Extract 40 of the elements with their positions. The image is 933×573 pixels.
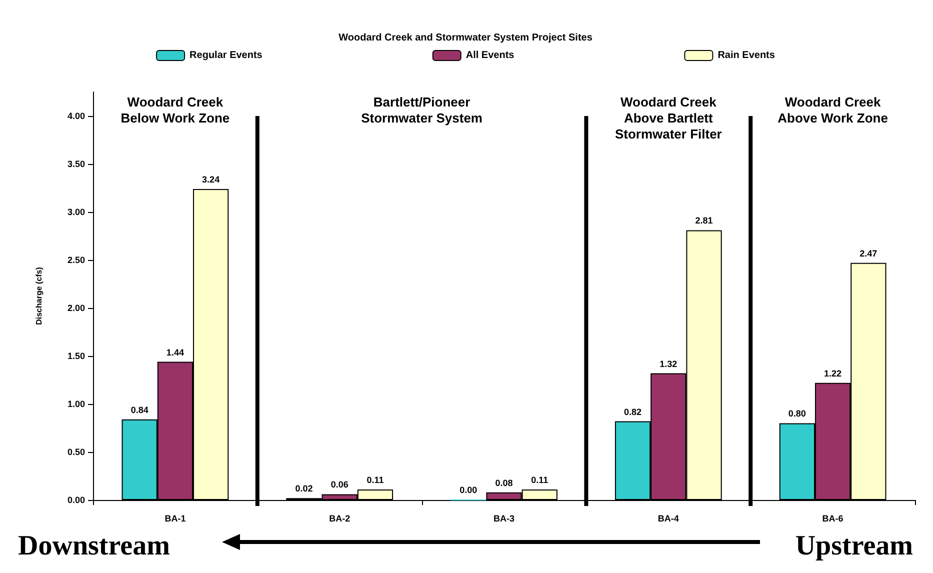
annotation: Woodard Creek Below Work Zone: [120, 94, 230, 126]
data-label: 2.47: [860, 248, 878, 258]
data-label: 0.02: [295, 484, 313, 494]
y-tick-label: 4.00: [67, 111, 85, 121]
y-tick-label: 2.50: [67, 255, 85, 265]
legend-label: All Events: [466, 50, 515, 61]
text: Upstream: [795, 530, 913, 562]
data-label: 0.00: [460, 485, 478, 495]
data-label: 0.80: [788, 408, 806, 419]
data-label: 1.32: [660, 358, 678, 369]
annotation: Woodard Creek Above Bartlett Stormwater Filter: [614, 94, 722, 142]
data-label: 0.08: [495, 478, 513, 488]
data-label: 0.06: [330, 480, 348, 490]
y-tick-label: 1.50: [67, 351, 85, 361]
y-tick-label: 0.50: [67, 447, 85, 457]
annotation: Bartlett/Pioneer Stormwater System: [361, 94, 482, 126]
legend-label: Regular Events: [190, 50, 263, 61]
x-tick-label: BA-6: [822, 514, 844, 524]
data-label: 1.22: [824, 368, 842, 378]
x-tick-label: BA-3: [493, 514, 515, 524]
data-label: 0.11: [531, 474, 548, 485]
y-tick-label: 1.00: [67, 399, 85, 409]
y-tick-label: 3.50: [67, 159, 85, 169]
annotation: Woodard Creek Above Work Zone: [778, 94, 888, 126]
data-label: 0.84: [130, 404, 148, 415]
data-label: 0.82: [624, 406, 642, 417]
data-label: 3.24: [202, 174, 220, 184]
x-tick-label: BA-2: [329, 514, 350, 524]
y-tick-label: 3.00: [67, 207, 85, 217]
y-axis-title: Discharge (cfs): [34, 266, 44, 325]
data-label: 0.11: [366, 474, 384, 485]
data-label: 1.44: [166, 347, 184, 358]
legend-label: Rain Events: [718, 50, 776, 61]
x-tick-label: BA-1: [164, 514, 186, 524]
data-label: 2.81: [695, 216, 713, 226]
text: Downstream: [18, 530, 170, 562]
y-tick-label: 2.00: [67, 303, 85, 313]
legend-title: Woodard Creek and Stormwater System Project Sites: [338, 32, 593, 44]
y-tick-label: 0.00: [67, 495, 85, 505]
x-tick-label: BA-4: [658, 514, 679, 524]
